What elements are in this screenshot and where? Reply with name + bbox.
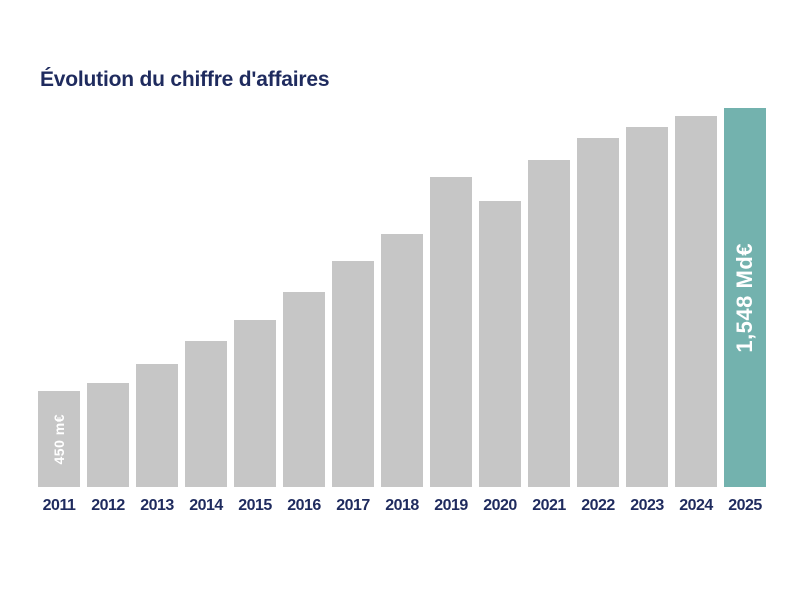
year-label-2013: 2013	[140, 497, 174, 514]
bar-2018	[381, 234, 423, 487]
year-label-2014: 2014	[189, 497, 223, 514]
year-axis: 2011 2012 2013 2014 2015 2016 2017 2018 2019 2020…	[38, 497, 766, 515]
bar-value-label-2025: 1,548 Md€	[732, 242, 757, 353]
year-label-2015: 2015	[238, 497, 272, 514]
year-label-2021: 2021	[532, 497, 566, 514]
bar-2025: 1,548 Md€	[724, 108, 766, 487]
bar-2019	[430, 177, 472, 487]
bar-2017	[332, 261, 374, 487]
year-label-2022: 2022	[581, 497, 615, 514]
year-label-2016: 2016	[287, 497, 321, 514]
chart-title: Évolution du chiffre d'affaires	[40, 68, 330, 91]
bar-value-label-2011: 450 m€	[51, 413, 67, 465]
bar-2015	[234, 320, 276, 487]
bar-2016	[283, 292, 325, 487]
year-label-2018: 2018	[385, 497, 419, 514]
year-label-2017: 2017	[336, 497, 370, 514]
bars-area: 450 m€ 1,548 Md€	[38, 0, 766, 487]
year-label-2025: 2025	[728, 497, 762, 514]
bar-2012	[87, 383, 129, 487]
bar-2024	[675, 116, 717, 487]
bar-2022	[577, 138, 619, 487]
year-label-2023: 2023	[630, 497, 664, 514]
year-label-2020: 2020	[483, 497, 517, 514]
bar-2020	[479, 201, 521, 487]
year-label-2012: 2012	[91, 497, 125, 514]
year-label-2024: 2024	[679, 497, 713, 514]
year-label-2011: 2011	[42, 497, 76, 514]
bar-2023	[626, 127, 668, 487]
bar-2013	[136, 364, 178, 487]
bar-2014	[185, 341, 227, 487]
bar-2021	[528, 160, 570, 487]
year-label-2019: 2019	[434, 497, 468, 514]
bar-2011: 450 m€	[38, 391, 80, 487]
